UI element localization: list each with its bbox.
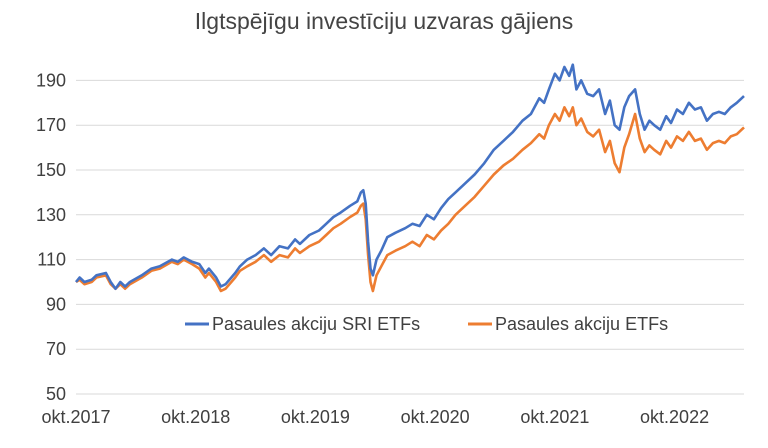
series-line-0 [74, 63, 745, 290]
y-tick-label: 130 [36, 205, 66, 225]
x-tick-label: okt.2021 [520, 407, 589, 427]
x-tick-label: okt.2022 [640, 407, 709, 427]
x-tick-label: okt.2017 [41, 407, 110, 427]
legend-label: Pasaules akciju SRI ETFs [212, 314, 420, 334]
y-tick-label: 190 [36, 70, 66, 90]
y-tick-label: 170 [36, 115, 66, 135]
y-tick-label: 110 [37, 250, 66, 270]
series-line-1 [75, 106, 745, 293]
y-tick-label: 50 [46, 384, 66, 404]
y-tick-label: 90 [46, 294, 66, 314]
y-tick-label: 150 [36, 160, 66, 180]
y-tick-label: 70 [46, 339, 66, 359]
x-tick-label: okt.2019 [281, 407, 350, 427]
x-tick-label: okt.2018 [161, 407, 230, 427]
chart-title: Ilgtspējīgu investīciju uzvaras gājiens [194, 8, 574, 34]
x-tick-label: okt.2020 [401, 407, 470, 427]
legend-label: Pasaules akciju ETFs [495, 314, 668, 334]
